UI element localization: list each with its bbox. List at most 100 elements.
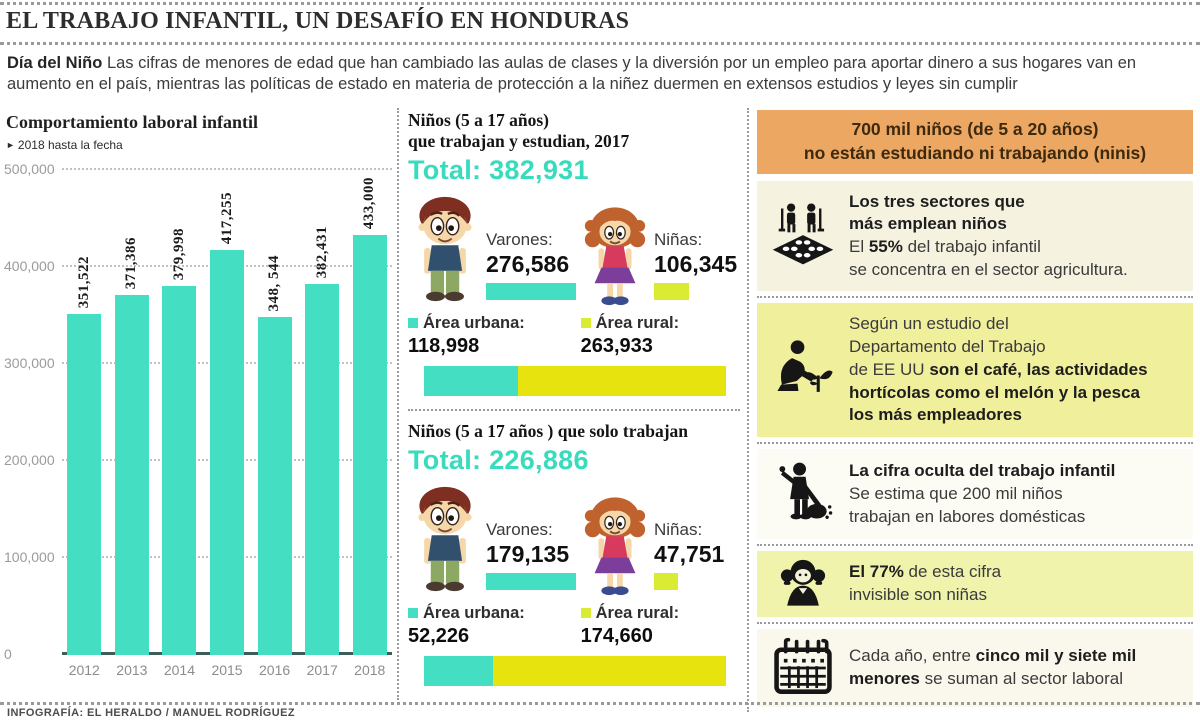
fact-text: Los tres sectores que más emplean niños … — [849, 191, 1128, 280]
figures-row: Varones: 179,135 — [408, 482, 740, 596]
intro-text: Día del Niño Las cifras de menores de ed… — [7, 54, 1137, 93]
total-value: Total: 382,931 — [408, 155, 589, 185]
triangle-bullet-icon: ► — [6, 140, 15, 150]
bar — [67, 314, 102, 655]
banner-line: 700 mil niños (de 5 a 20 años) — [851, 119, 1099, 139]
bar-2016: 348, 544 — [257, 254, 292, 655]
icon-column — [757, 554, 849, 614]
varones-bar — [486, 573, 576, 590]
legend-row: Área urbana: 52,226 Área rural: 174,660 — [408, 604, 740, 648]
chart-note-text: 2018 hasta la fecha — [17, 138, 123, 152]
fact-block-girl: El 77% de esta cifra invisible son niñas — [757, 551, 1193, 618]
bar-value-label: 379,998 — [170, 227, 187, 280]
header-bottom-rule — [0, 42, 1200, 45]
y-tick-label: 200,000 — [4, 452, 55, 468]
urban-swatch-icon — [408, 318, 418, 328]
planting-icon — [777, 340, 833, 393]
urban-label: Área urbana: — [423, 314, 525, 332]
bars-container: 351,522 371,386 379,998 417,255 348, 544 382,… — [62, 170, 392, 655]
bar-2012: 351,522 — [67, 256, 102, 655]
bar-value-label: 351,522 — [75, 255, 92, 308]
column-divider — [397, 108, 399, 700]
section-title: Niños (5 a 17 años) que trabajan y estud… — [408, 110, 740, 152]
ninas-bar — [654, 573, 678, 590]
rural-swatch-icon — [580, 608, 591, 618]
section-title-line: Niños (5 a 17 años) — [408, 110, 549, 130]
bar — [114, 295, 149, 655]
bar — [210, 250, 245, 655]
y-tick-label: 0 — [4, 646, 12, 662]
ninas-value: 106,345 — [654, 251, 738, 277]
banner-line: no están estudiando ni trabajando (ninis… — [803, 142, 1147, 163]
x-tick-label: 2017 — [306, 662, 338, 678]
bar-value-label: 348, 544 — [266, 254, 283, 312]
rural-swatch-icon — [580, 318, 591, 328]
bar — [305, 284, 340, 655]
middle-panel: Niños (5 a 17 años) que trabajan y estud… — [408, 110, 740, 686]
rural-label: Área rural: — [595, 314, 680, 332]
y-tick-label: 400,000 — [4, 258, 55, 274]
girl-cartoon — [584, 497, 646, 596]
calendar-icon — [774, 638, 832, 695]
y-tick-label: 100,000 — [4, 549, 55, 565]
bar-value-label: 417,255 — [218, 191, 235, 244]
rural-value: 174,660 — [580, 625, 653, 647]
fact-block-planting: Según un estudio del Departamento del Tr… — [757, 303, 1193, 438]
dotted-divider — [757, 544, 1193, 547]
fact-block-farmers-field: Los tres sectores que más emplean niños … — [757, 181, 1193, 292]
legend-rural: Área rural: 174,660 — [580, 604, 740, 648]
dotted-divider — [408, 409, 740, 411]
dotted-divider — [757, 296, 1193, 299]
ninas-stat: Niñas: 47,751 — [654, 520, 740, 596]
page-title: EL TRABAJO INFANTIL, UN DESAFÍO EN HONDU… — [6, 8, 630, 34]
urban-value: 118,998 — [408, 335, 480, 357]
urban-value: 52,226 — [408, 625, 470, 647]
farmers-field-icon — [772, 203, 834, 265]
varones-value: 276,586 — [486, 251, 570, 277]
ninas-label: Niñas: — [654, 520, 703, 539]
urban-rural-stacked-bar — [424, 656, 726, 686]
ninis-banner: 700 mil niños (de 5 a 20 años) no están … — [757, 110, 1193, 175]
x-tick-label: 2013 — [116, 662, 148, 678]
gridline-500,000: 500,000 — [4, 161, 392, 177]
varones-bar — [486, 283, 576, 300]
legend-row: Área urbana: 118,998 Área rural: 263,933 — [408, 314, 740, 358]
figures-row: Varones: 276,586 — [408, 192, 740, 306]
varones-stat: Varones: 179,135 — [486, 520, 576, 596]
column-divider — [747, 108, 749, 712]
legend-urban: Área urbana: 118,998 — [408, 314, 581, 358]
section-title-line: Niños (5 a 17 años ) que solo trabajan — [408, 421, 689, 441]
legend-urban: Área urbana: 52,226 — [408, 604, 581, 648]
urban-rural-stacked-bar — [424, 366, 726, 396]
x-axis-years: 2012 2013 2014 2015 2016 2017 2018 — [62, 662, 392, 678]
bar-2017: 382,431 — [305, 226, 340, 655]
varones-value: 179,135 — [486, 541, 570, 567]
labor-trend-chart: Comportamiento laboral infantil ► 2018 ha… — [4, 112, 392, 678]
rural-value: 263,933 — [580, 335, 653, 357]
x-tick-label: 2014 — [163, 662, 196, 678]
ninas-value: 47,751 — [654, 541, 725, 567]
credit-text: INFOGRAFÍA: EL HERALDO / MANUEL RODRÍGUE… — [7, 707, 295, 719]
icon-column — [757, 461, 849, 527]
bar-2014: 379,998 — [162, 228, 197, 655]
section-title: Niños (5 a 17 años ) que solo trabajan — [408, 421, 740, 442]
fact-block-calendar: Cada año, entre cinco mil y siete mil me… — [757, 629, 1193, 708]
y-tick-label: 500,000 — [4, 161, 55, 177]
plot-area: 500,000 400,000 300,000 200,000 100,000 0 351,… — [4, 161, 392, 662]
domestic-work-icon — [779, 462, 833, 520]
urban-label: Área urbana: — [423, 604, 525, 622]
rural-segment — [517, 366, 726, 396]
icon-column — [757, 202, 849, 270]
icon-column — [757, 637, 849, 699]
y-tick-label: 300,000 — [4, 355, 55, 371]
facts-column: 700 mil niños (de 5 a 20 años) no están … — [757, 110, 1193, 708]
fact-text: El 77% de esta cifra invisible son niñas — [849, 562, 1002, 605]
fact-text: Cada año, entre cinco mil y siete mil me… — [849, 646, 1137, 689]
varones-label: Varones: — [486, 520, 553, 539]
girl-cartoon — [584, 207, 646, 306]
boy-cartoon — [418, 486, 472, 592]
ninas-stat: Niñas: 106,345 — [654, 230, 740, 306]
bar-2013: 371,386 — [114, 237, 150, 655]
bar — [352, 235, 387, 655]
fact-text: La cifra oculta del trabajo infantil Se … — [849, 461, 1116, 526]
